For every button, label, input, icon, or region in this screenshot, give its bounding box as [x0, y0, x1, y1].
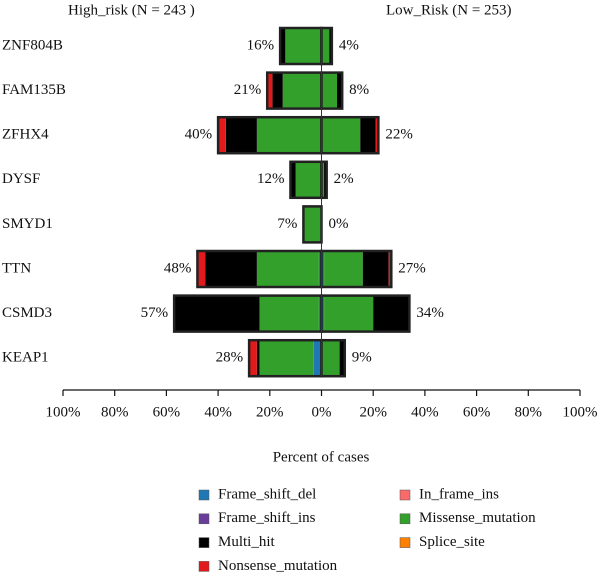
legend-swatch	[198, 489, 210, 501]
bar-segment	[321, 161, 325, 198]
bar-segment	[321, 117, 361, 154]
gene-label: FAM135B	[2, 82, 66, 98]
bar-segment	[324, 295, 374, 332]
x-tick-label: 40%	[411, 404, 439, 420]
bar-segment	[303, 206, 322, 243]
bar-segment	[360, 117, 376, 154]
low-total-label: 9%	[352, 350, 372, 366]
x-tick-label: 80%	[101, 404, 129, 420]
right-title: Low_Risk (N = 253)	[386, 2, 512, 18]
high-total-label: 16%	[247, 37, 275, 53]
bar-segment	[282, 72, 322, 109]
bar-segment	[339, 340, 345, 377]
bar-segment	[285, 28, 322, 64]
bar-segment	[256, 340, 260, 377]
bar-segment	[280, 28, 286, 64]
legend-swatch	[399, 513, 411, 525]
legend-label: Multi_hit	[218, 534, 276, 550]
bar-segment	[205, 251, 257, 287]
legend-swatch	[198, 561, 210, 572]
bar-segment	[197, 251, 206, 287]
high-total-label: 28%	[216, 350, 244, 366]
bar-segment	[321, 340, 340, 377]
bar-segment	[388, 251, 392, 287]
legend-swatch	[198, 513, 210, 525]
x-tick-label: 20%	[359, 404, 387, 420]
legend-label: Missense_mutation	[419, 510, 536, 526]
bar-segment	[249, 340, 257, 377]
left-title: High_risk (N = 243 )	[68, 2, 195, 18]
high-total-label: 7%	[277, 216, 297, 232]
high-total-label: 12%	[257, 171, 285, 187]
bar-segment	[375, 117, 379, 154]
bar-segment	[329, 28, 332, 64]
low-total-label: 2%	[334, 171, 354, 187]
bar-segment	[225, 117, 257, 154]
x-tick-label: 100%	[563, 404, 598, 420]
bar-segment	[272, 72, 283, 109]
bar-segment	[318, 251, 322, 287]
x-tick-label: 100%	[46, 404, 81, 420]
x-tick-label: 60%	[463, 404, 491, 420]
x-tick-label: 40%	[204, 404, 232, 420]
gene-label: CSMD3	[2, 305, 52, 321]
gene-label: ZNF804B	[2, 37, 63, 53]
bar-segment	[321, 72, 338, 109]
legend-swatch	[399, 489, 411, 501]
gene-label: TTN	[2, 260, 31, 276]
bar-segment	[267, 72, 273, 109]
gene-label: KEAP1	[2, 350, 49, 366]
bar-segment	[337, 72, 343, 109]
bar-segment	[324, 161, 327, 198]
legend-label: Frame_shift_del	[218, 486, 316, 502]
high-total-label: 40%	[185, 127, 213, 143]
bar-segment	[373, 295, 410, 332]
x-tick-label: 20%	[256, 404, 284, 420]
bar-segment	[259, 340, 314, 377]
legend-swatch	[399, 537, 411, 548]
bar-segment	[174, 295, 260, 332]
gene-label: SMYD1	[2, 216, 53, 232]
legend-label: Nonsense_mutation	[218, 558, 338, 574]
low-total-label: 22%	[385, 127, 413, 143]
bar-segment	[321, 251, 325, 287]
bar-segment	[321, 295, 325, 332]
gene-label: ZFHX4	[2, 127, 49, 143]
gene-label: DYSF	[2, 171, 40, 187]
bar-segment	[313, 340, 322, 377]
bar-segment	[321, 28, 330, 64]
high-total-label: 48%	[164, 260, 192, 276]
x-tick-label: 0%	[312, 404, 332, 420]
bar-segment	[362, 251, 389, 287]
bar-segment	[324, 251, 363, 287]
high-total-label: 21%	[234, 82, 262, 98]
low-total-label: 34%	[416, 305, 444, 321]
legend-swatch	[198, 537, 210, 548]
bar-segment	[256, 251, 319, 287]
bar-segment	[290, 161, 296, 198]
bar-segment	[256, 117, 322, 154]
low-total-label: 27%	[398, 260, 426, 276]
x-tick-label: 60%	[153, 404, 181, 420]
bar-segment	[218, 117, 226, 154]
bar-segment	[259, 295, 319, 332]
low-total-label: 8%	[349, 82, 369, 98]
bar-segment	[318, 295, 322, 332]
x-axis-label: Percent of cases	[273, 449, 370, 465]
legend-label: In_frame_ins	[419, 486, 499, 502]
low-total-label: 4%	[339, 37, 359, 53]
legend-label: Frame_shift_ins	[218, 510, 316, 526]
x-tick-label: 80%	[515, 404, 543, 420]
bar-segment	[295, 161, 322, 198]
high-total-label: 57%	[141, 305, 169, 321]
low-total-label: 0%	[329, 216, 349, 232]
legend-label: Splice_site	[419, 534, 485, 550]
